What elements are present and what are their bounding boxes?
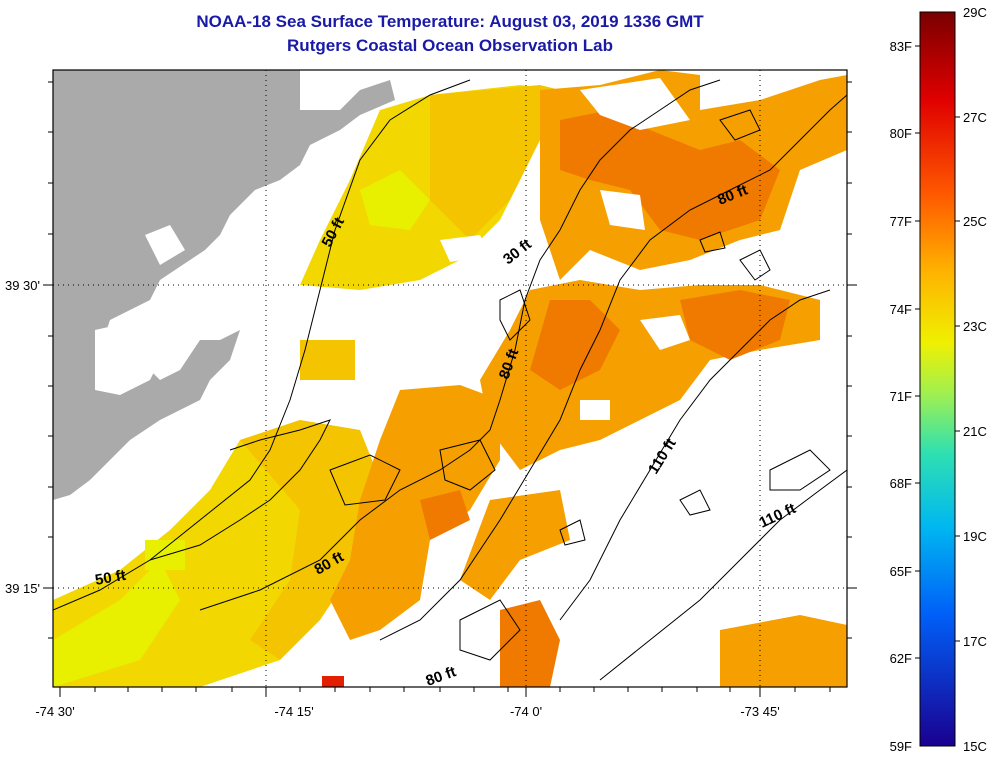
colorbar-f-62: 62F — [890, 651, 912, 666]
sst-yellow-green-patch — [53, 170, 430, 687]
colorbar-f-65: 65F — [890, 564, 912, 579]
colorbar-c-25: 25C — [963, 214, 987, 229]
colorbar-c-29: 29C — [963, 5, 987, 20]
colorbar-f-71: 71F — [890, 389, 912, 404]
bay-inlets — [95, 225, 205, 395]
sst-red-pixel — [322, 676, 344, 687]
x-tick-label-74-15: -74 15' — [274, 704, 313, 719]
map-plot-area: 50 ft 50 ft 30 ft 80 ft 80 ft 80 ft 80 f… — [53, 70, 847, 687]
colorbar-f-77: 77F — [890, 214, 912, 229]
y-tick-label-39-30: 39 30' — [5, 278, 40, 293]
map-frame — [52, 69, 848, 688]
colorbar-c-17: 17C — [963, 634, 987, 649]
colorbar-c-23: 23C — [963, 319, 987, 334]
x-tick-label-74-0: -74 0' — [510, 704, 542, 719]
y-tick-label-39-15: 39 15' — [5, 581, 40, 596]
colorbar-c-15: 15C — [963, 739, 987, 754]
x-tick-label-74-30: -74 30' — [35, 704, 74, 719]
sst-yellow-orange-band — [240, 85, 560, 660]
x-tick-label-73-45: -73 45' — [740, 704, 779, 719]
depth-contours — [53, 79, 847, 681]
colorbar-c-21: 21C — [963, 424, 987, 439]
temperature-colorbar — [915, 11, 960, 747]
colorbar-f-74: 74F — [890, 302, 912, 317]
axis-ticks — [43, 81, 857, 697]
colorbar-f-83: 83F — [890, 39, 912, 54]
land-mass — [53, 70, 395, 500]
contour-label-50ft-south: 50 ft — [94, 567, 127, 589]
map-title: NOAA-18 Sea Surface Temperature: August … — [196, 12, 704, 31]
cloud-gaps — [440, 78, 690, 660]
colorbar-f-80: 80F — [890, 126, 912, 141]
colorbar-f-68: 68F — [890, 476, 912, 491]
sst-deep-orange-region — [420, 110, 790, 687]
colorbar-c-27: 27C — [963, 110, 987, 125]
map-subtitle: Rutgers Coastal Ocean Observation Lab — [287, 36, 613, 55]
colorbar-f-59: 59F — [890, 739, 912, 754]
colorbar-c-19: 19C — [963, 529, 987, 544]
